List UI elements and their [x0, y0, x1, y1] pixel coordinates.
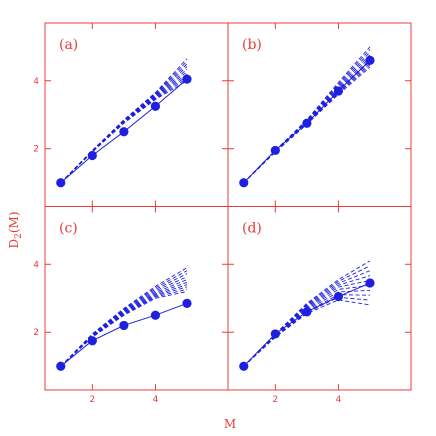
panel-frame	[227, 206, 412, 391]
data-point	[333, 291, 344, 302]
data-point	[270, 145, 280, 156]
model-curve	[243, 270, 371, 367]
data-point	[270, 329, 280, 339]
model-curve	[243, 280, 371, 367]
data-point	[56, 361, 66, 371]
model-curve	[243, 275, 371, 367]
data-point	[182, 298, 192, 308]
data-point	[56, 178, 66, 188]
data-point	[182, 74, 192, 84]
measured-line	[60, 302, 188, 367]
y-tick-label: 4	[33, 260, 39, 270]
x-tick-label: 2	[272, 395, 278, 405]
panel-b: (b)	[227, 22, 412, 207]
panel-label: (b)	[242, 37, 262, 53]
model-curve	[60, 66, 188, 184]
panel-a: 2 4 (a)	[33, 22, 229, 207]
x-tick-label: 4	[336, 395, 342, 405]
data-point	[333, 86, 344, 96]
data-point	[87, 150, 97, 161]
data-point	[87, 336, 97, 346]
model-curve	[60, 58, 188, 184]
panel-c: 2 4 2 4 (c)	[33, 206, 229, 405]
data-point	[302, 118, 312, 128]
model-curve	[243, 46, 371, 184]
model-curve	[60, 80, 188, 184]
model-curve	[60, 273, 188, 367]
data-point	[365, 278, 375, 288]
x-tick-label: 2	[89, 395, 95, 405]
y-axis-label: D2(M)	[7, 211, 24, 248]
panel-label: (c)	[59, 221, 78, 237]
model-curve	[60, 291, 188, 367]
panel-d: 2 4 (d)	[227, 206, 412, 405]
x-tick-label: 4	[153, 395, 159, 405]
data-point	[239, 361, 249, 371]
data-point	[119, 320, 129, 331]
y-tick-label: 4	[33, 77, 39, 87]
model-curve	[60, 267, 188, 367]
data-point	[119, 127, 129, 137]
model-curve	[60, 270, 188, 367]
panel-label: (d)	[242, 221, 262, 237]
model-curve	[243, 289, 371, 367]
panel-label: (a)	[59, 37, 78, 53]
data-point	[150, 310, 161, 320]
model-curve	[243, 284, 371, 367]
y-tick-label: 2	[33, 145, 39, 155]
model-curve	[243, 299, 371, 367]
data-point	[365, 55, 375, 65]
data-point	[302, 307, 312, 317]
data-point	[239, 178, 249, 188]
data-point	[150, 101, 161, 111]
measured-line	[243, 282, 371, 367]
x-axis-label: M	[224, 417, 236, 431]
y-tick-label: 2	[33, 328, 39, 338]
